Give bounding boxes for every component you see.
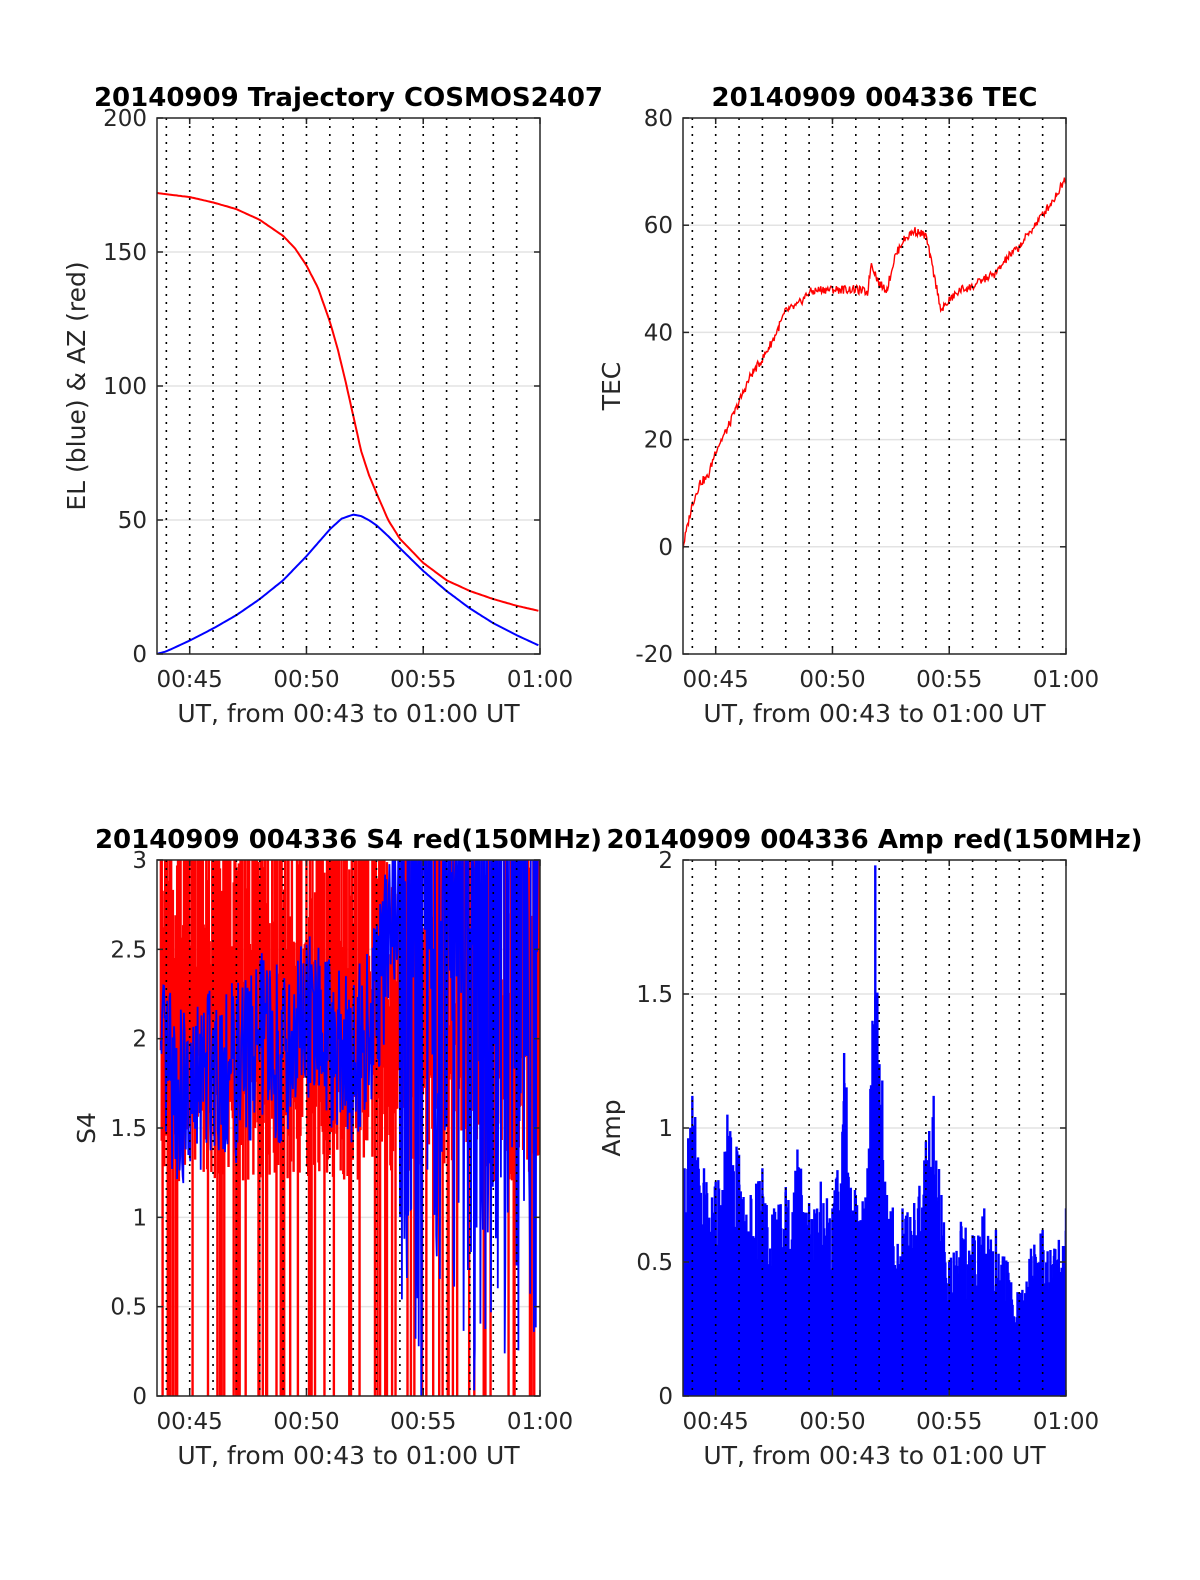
tec-xlabel: UT, from 00:43 to 01:00 UT <box>703 699 1046 728</box>
y-tick-label: -20 <box>635 642 673 668</box>
tec-title: 20140909 004336 TEC <box>712 83 1038 113</box>
y-tick-label: 2.5 <box>110 937 147 963</box>
x-tick-label: 01:00 <box>1033 1409 1099 1435</box>
y-tick-label: 150 <box>103 240 147 266</box>
y-tick-label: 60 <box>644 213 673 239</box>
amp-data <box>683 865 1066 1396</box>
tec-axes-box <box>682 117 1067 655</box>
x-tick-label: 01:00 <box>507 1409 573 1435</box>
series-line-tec <box>683 177 1066 549</box>
amp-xlabel: UT, from 00:43 to 01:00 UT <box>703 1441 1046 1470</box>
y-tick-label: 0 <box>132 1384 147 1410</box>
series-line-az <box>157 192 539 612</box>
s4-blue-trace <box>160 860 540 1396</box>
y-tick-label: 80 <box>644 106 673 132</box>
x-tick-label: 00:55 <box>390 667 456 693</box>
trajectory-ylabel: EL (blue) & AZ (red) <box>62 261 91 510</box>
tec-data <box>683 177 1066 549</box>
amp-chart: 0 0.5 1 1.5 2 00:45 00:50 00:55 01:00 20140909 00… <box>597 825 1143 1470</box>
y-tick-label: 50 <box>118 508 147 534</box>
s4-title: 20140909 004336 S4 red(150MHz) <box>95 825 602 855</box>
tec-ylabel: TEC <box>597 362 626 412</box>
y-tick-label: 0 <box>658 535 673 561</box>
x-tick-label: 00:55 <box>916 667 982 693</box>
y-tick-label: 1.5 <box>636 982 673 1008</box>
y-tick-label: 1 <box>658 1116 673 1142</box>
x-tick-label: 00:45 <box>683 1409 749 1435</box>
x-tick-label: 00:50 <box>799 1409 865 1435</box>
x-tick-label: 00:45 <box>683 667 749 693</box>
x-tick-label: 00:45 <box>157 667 223 693</box>
y-tick-label: 0 <box>132 642 147 668</box>
tec-chart: -20 0 20 40 60 80 00:45 00:50 00:55 01:00 20140909… <box>597 83 1099 728</box>
x-tick-label: 01:00 <box>1033 667 1099 693</box>
y-tick-label: 2 <box>132 1027 147 1053</box>
x-tick-label: 00:50 <box>273 667 339 693</box>
s4-data <box>159 860 540 1396</box>
y-tick-label: 0 <box>658 1384 673 1410</box>
y-tick-label: 0.5 <box>110 1295 147 1321</box>
trajectory-chart: 0 50 100 150 200 00:45 00:50 00:55 01:00 20140909… <box>62 83 603 728</box>
x-tick-label: 00:55 <box>390 1409 456 1435</box>
x-tick-label: 00:50 <box>273 1409 339 1435</box>
y-tick-label: 20 <box>644 428 673 454</box>
amp-bars <box>683 865 1066 1396</box>
x-tick-label: 00:45 <box>157 1409 223 1435</box>
s4-chart: 0 0.5 1 1.5 2 2.5 3 00:45 00:50 00:55 01:00 2014090… <box>72 825 602 1470</box>
y-tick-label: 100 <box>103 374 147 400</box>
y-tick-label: 200 <box>103 106 147 132</box>
y-tick-label: 0.5 <box>636 1250 673 1276</box>
trajectory-data <box>157 192 539 654</box>
y-tick-label: 1 <box>132 1205 147 1231</box>
trajectory-title: 20140909 Trajectory COSMOS2407 <box>94 83 603 113</box>
s4-xlabel: UT, from 00:43 to 01:00 UT <box>177 1441 520 1470</box>
x-tick-label: 00:50 <box>799 667 865 693</box>
y-tick-label: 3 <box>132 848 147 874</box>
amp-ylabel: Amp <box>597 1099 626 1156</box>
y-tick-label: 40 <box>644 320 673 346</box>
y-tick-label: 2 <box>658 848 673 874</box>
y-tick-label: 1.5 <box>110 1116 147 1142</box>
s4-ylabel: S4 <box>72 1112 101 1144</box>
series-line-el <box>157 513 539 654</box>
amp-title: 20140909 004336 Amp red(150MHz) <box>606 825 1142 855</box>
x-tick-label: 00:55 <box>916 1409 982 1435</box>
x-tick-label: 01:00 <box>507 667 573 693</box>
trajectory-xlabel: UT, from 00:43 to 01:00 UT <box>177 699 520 728</box>
